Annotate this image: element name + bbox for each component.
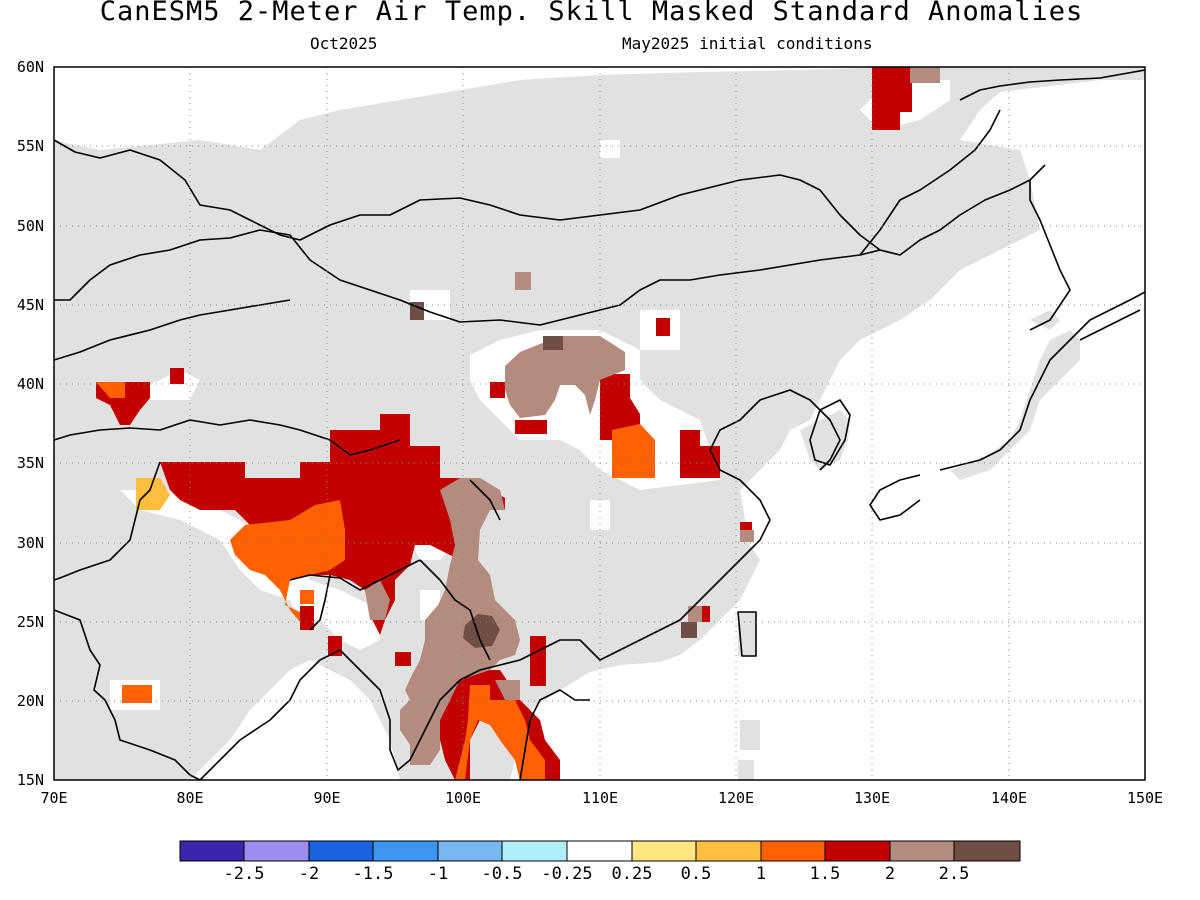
lat-label-25n: 25N: [16, 613, 44, 631]
lon-label-110e: 110E: [581, 789, 619, 807]
lon-label-130e: 130E: [853, 789, 891, 807]
colorbar-label: 2.5: [938, 864, 970, 884]
colorbar-label: 2: [884, 864, 896, 884]
lat-label-50n: 50N: [16, 217, 44, 235]
coastlines: [53, 69, 1146, 781]
lat-label-15n: 15N: [16, 771, 44, 789]
colorbar-label: 0.25: [611, 864, 653, 884]
lon-label-150e: 150E: [1126, 789, 1164, 807]
lon-label-120e: 120E: [717, 789, 755, 807]
colorbar-label: 1.5: [809, 864, 841, 884]
lat-label-30n: 30N: [16, 534, 44, 552]
anomaly-dark-brown: [410, 302, 697, 648]
map-frame: [53, 66, 1146, 781]
colorbar-label: -0.5: [481, 864, 523, 884]
lon-label-140e: 140E: [990, 789, 1028, 807]
colorbar-label: 0.5: [680, 864, 712, 884]
colorbar-label: -1: [427, 864, 449, 884]
lat-label-55n: 55N: [16, 137, 44, 155]
lat-label-40n: 40N: [16, 375, 44, 393]
lon-label-90e: 90E: [313, 789, 341, 807]
lat-label-20n: 20N: [16, 692, 44, 710]
colorbar-label: -1.5: [352, 864, 394, 884]
lon-label-80e: 80E: [176, 789, 204, 807]
anomaly-amber: [136, 478, 170, 510]
colorbar: [179, 840, 1021, 862]
graticule: [54, 67, 1145, 780]
valid-month-label: Oct2025: [310, 34, 378, 53]
anomaly-orange: [96, 382, 655, 780]
lat-label-45n: 45N: [16, 296, 44, 314]
colorbar-label: -2.5: [223, 864, 265, 884]
lon-label-100e: 100E: [444, 789, 482, 807]
colorbar-label: -0.25: [541, 864, 593, 884]
init-conditions-label: May2025 initial conditions: [622, 34, 873, 53]
lon-label-70e: 70E: [40, 789, 68, 807]
colorbar-label: 1: [755, 864, 767, 884]
lat-label-60n: 60N: [16, 58, 44, 76]
lat-label-35n: 35N: [16, 454, 44, 472]
map-title: CanESM5 2-Meter Air Temp. Skill Masked S…: [99, 0, 1084, 27]
anomaly-light-brown: [365, 67, 940, 765]
colorbar-label: -2: [298, 864, 320, 884]
